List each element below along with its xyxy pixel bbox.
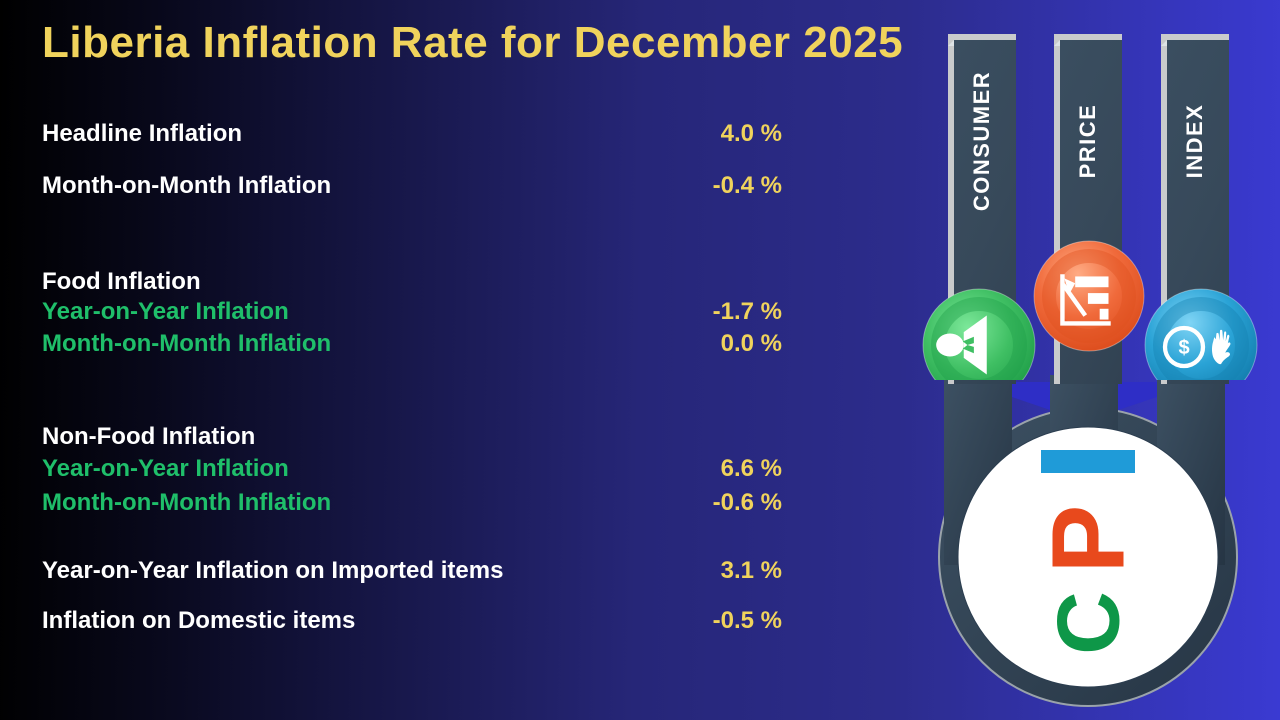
svg-text:$: $ [1178, 337, 1189, 359]
svg-text:C: C [1039, 591, 1138, 655]
svg-text:P: P [1031, 505, 1146, 574]
